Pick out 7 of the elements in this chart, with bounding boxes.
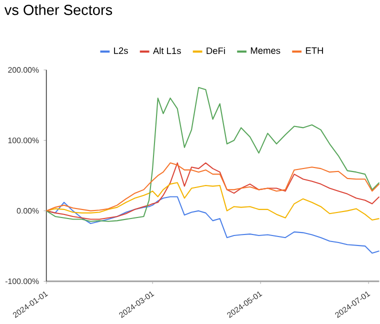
chart-title: vs Other Sectors	[4, 4, 112, 15]
legend-label: L2s	[114, 47, 128, 54]
legend-label: Memes	[250, 47, 280, 54]
legend-label: Alt L1s	[152, 47, 181, 54]
legend-label: ETH	[306, 47, 323, 54]
line-series	[46, 182, 380, 220]
legend-label: DeFi	[206, 47, 225, 54]
